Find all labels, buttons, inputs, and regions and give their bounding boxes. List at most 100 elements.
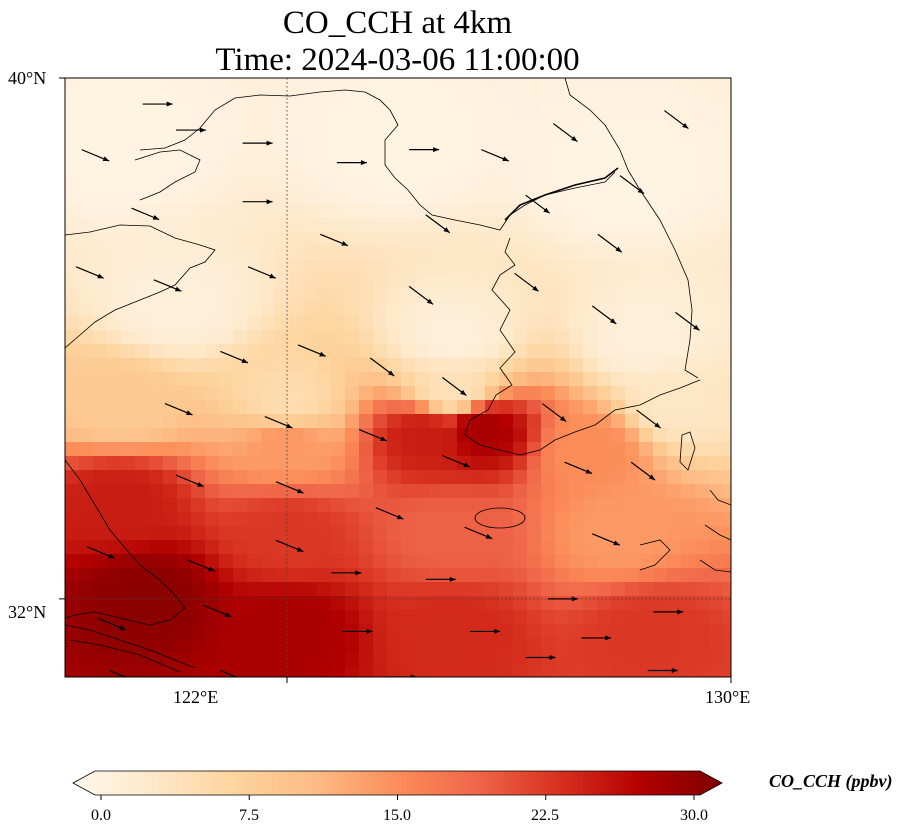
field-cell [401,568,416,583]
field-cell [107,120,122,135]
field-cell [429,484,444,499]
field-cell [387,526,402,541]
field-cell [527,624,542,639]
field-cell [457,666,472,677]
field-cell [261,358,276,373]
field-cell [485,106,500,121]
field-cell [485,414,500,429]
field-cell [331,568,346,583]
field-cell [513,162,528,177]
field-cell [387,652,402,667]
field-cell [149,162,164,177]
field-cell [401,106,416,121]
field-cell [527,204,542,219]
field-cell [65,274,80,289]
field-cell [471,316,486,331]
field-cell [443,456,458,471]
field-cell [275,498,290,513]
field-cell [555,218,570,233]
field-cell [639,176,654,191]
field-cell [345,484,360,499]
field-cell [359,400,374,415]
field-cell [513,526,528,541]
field-cell [177,344,192,359]
field-cell [667,596,682,611]
field-cell [625,568,640,583]
field-cell [555,638,570,653]
field-cell [233,372,248,387]
field-cell [555,358,570,373]
field-cell [359,204,374,219]
field-cell [303,288,318,303]
field-cell [569,232,584,247]
field-cell [177,596,192,611]
field-cell [387,92,402,107]
field-cell [191,540,206,555]
field-cell [289,316,304,331]
field-cell [233,344,248,359]
field-cell [219,162,234,177]
field-cell [681,582,696,597]
field-cell [345,106,360,121]
field-cell [639,666,654,677]
field-cell [667,288,682,303]
field-cell [639,330,654,345]
wind-vector [369,357,395,377]
field-cell [583,246,598,261]
wind-vector [664,110,689,130]
field-cell [205,554,220,569]
field-cell [709,554,724,569]
field-cell [639,274,654,289]
field-cell [695,540,710,555]
field-cell [401,526,416,541]
field-cell [359,484,374,499]
field-cell [149,400,164,415]
field-cell [219,428,234,443]
field-cell [79,512,94,527]
field-cell [695,218,710,233]
field-cell [107,470,122,485]
field-cell [569,540,584,555]
field-cell [121,554,136,569]
field-cell [709,302,724,317]
field-cell [639,358,654,373]
field-cell [65,470,80,485]
field-cell [513,106,528,121]
field-cell [233,624,248,639]
field-cell [387,498,402,513]
field-cell [653,624,668,639]
field-cell [723,330,731,345]
field-cell [583,260,598,275]
field-cell [471,134,486,149]
field-cell [415,344,430,359]
field-cell [275,372,290,387]
field-cell [597,358,612,373]
field-cell [709,134,724,149]
field-cell [583,666,598,677]
field-cell [401,624,416,639]
field-cell [303,470,318,485]
field-cell [65,610,80,625]
field-cell [163,428,178,443]
field-cell [527,106,542,121]
field-cell [205,260,220,275]
field-cell [499,666,514,677]
field-cell [93,666,108,677]
field-cell [611,638,626,653]
field-cell [233,414,248,429]
field-cell [723,400,731,415]
field-cell [261,134,276,149]
field-cell [219,554,234,569]
field-cell [499,344,514,359]
field-cell [177,274,192,289]
field-cell [471,582,486,597]
field-cell [625,190,640,205]
field-cell [653,330,668,345]
field-cell [597,498,612,513]
field-cell [513,386,528,401]
field-cell [93,288,108,303]
field-cell [373,190,388,205]
field-cell [667,78,682,93]
field-cell [275,162,290,177]
field-cell [79,148,94,163]
